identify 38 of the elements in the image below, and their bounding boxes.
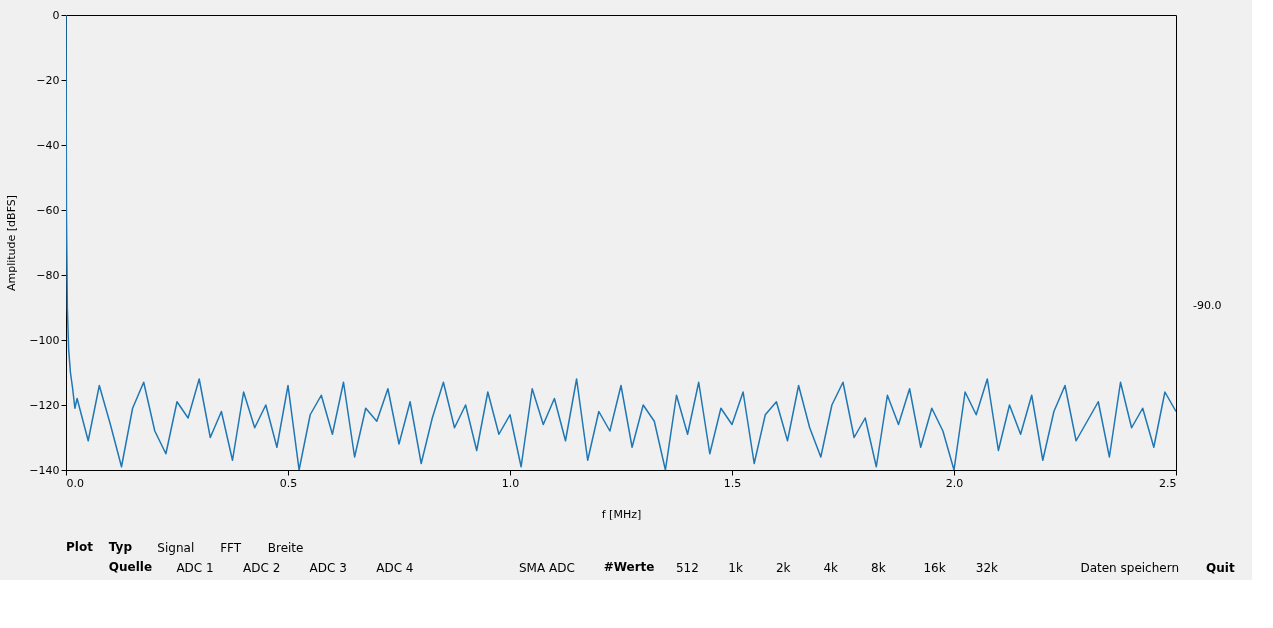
x-tick-label: 1.5 (723, 476, 742, 490)
text: ADC 2 (243, 561, 281, 575)
text: Typ (108, 540, 133, 554)
x-tick-label: 2.5 (1159, 476, 1177, 490)
y-tick-label: −140 (29, 463, 60, 477)
y-tick-label: 0 (52, 8, 60, 22)
y-tick-label: −40 (36, 138, 60, 152)
x-tick-label: 1.0 (501, 476, 520, 490)
x-tick-label: 0.5 (279, 476, 298, 490)
text: 2k (775, 561, 791, 575)
y-tick-label: −100 (29, 333, 60, 347)
x-tick-label: 0.0 (66, 476, 84, 490)
text: 4k (823, 561, 839, 575)
text: ADC 1 (176, 561, 214, 575)
text: 32k (975, 561, 999, 575)
text: FFT (220, 541, 242, 555)
text: Quit (1206, 561, 1235, 575)
text: 512 (675, 561, 699, 575)
y-tick-label: −60 (36, 203, 60, 217)
text: 16k (923, 561, 946, 575)
text: #Werte (603, 560, 655, 574)
y-axis-title: Amplitude [dBFS] (5, 194, 19, 292)
y-tick-label: −120 (29, 398, 60, 412)
y-tick-label: −80 (36, 268, 60, 282)
text: SMA ADC (518, 561, 575, 575)
text: ADC 4 (376, 561, 414, 575)
text: 8k (871, 561, 886, 575)
text: 1k (728, 561, 743, 575)
text: Plot (66, 540, 94, 554)
text: Breite (267, 541, 304, 555)
x-tick-label: 2.0 (945, 476, 964, 490)
text: -90.0 (1193, 299, 1222, 313)
text: ADC 3 (309, 561, 347, 575)
text: Daten speichern (1080, 561, 1180, 575)
text: Quelle (108, 560, 153, 574)
x-axis-title: f [MHz] (601, 507, 642, 521)
y-tick-label: −20 (36, 73, 60, 87)
text: Signal (157, 541, 195, 555)
